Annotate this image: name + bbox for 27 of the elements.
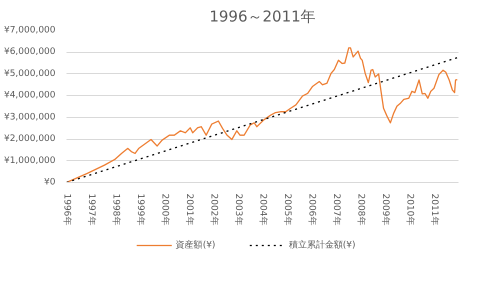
x-tick-label: 2009年 bbox=[380, 194, 391, 226]
x-tick-label: 2008年 bbox=[356, 194, 366, 226]
x-tick-label: 2011年 bbox=[429, 194, 440, 226]
x-tick-label: 1997年 bbox=[86, 194, 97, 226]
legend-label: 積立累計金額(¥) bbox=[288, 240, 356, 250]
x-tick-label: 1996年 bbox=[62, 194, 72, 226]
x-tick-label: 2005年 bbox=[282, 194, 293, 226]
y-tick-label: ¥4,000,000 bbox=[4, 90, 56, 101]
y-tick-label: ¥0 bbox=[44, 178, 56, 188]
legend-label: 資産額(¥) bbox=[176, 240, 216, 250]
x-tick-label: 1999年 bbox=[135, 194, 146, 226]
y-tick-label: ¥2,000,000 bbox=[4, 134, 56, 144]
y-tick-label: ¥3,000,000 bbox=[4, 112, 56, 122]
x-tick-label: 2001年 bbox=[184, 194, 195, 226]
x-tick-label: 2006年 bbox=[306, 194, 318, 226]
x-tick-label: 2000年 bbox=[160, 194, 170, 226]
y-tick-label: ¥7,000,000 bbox=[4, 26, 56, 36]
x-tick-label: 2010年 bbox=[404, 194, 416, 226]
x-tick-label: 1998年 bbox=[110, 194, 122, 226]
x-tick-label: 2002年 bbox=[208, 194, 220, 226]
y-tick-label: ¥6,000,000 bbox=[4, 47, 56, 58]
y-tick-label: ¥1,000,000 bbox=[4, 156, 56, 166]
x-tick-label: 2007年 bbox=[331, 194, 342, 226]
y-tick-label: ¥5,000,000 bbox=[4, 68, 56, 79]
x-tick-label: 2003年 bbox=[233, 194, 244, 226]
x-tick-label: 2004年 bbox=[258, 194, 268, 226]
chart-title: 1996～2011年 bbox=[209, 8, 316, 26]
